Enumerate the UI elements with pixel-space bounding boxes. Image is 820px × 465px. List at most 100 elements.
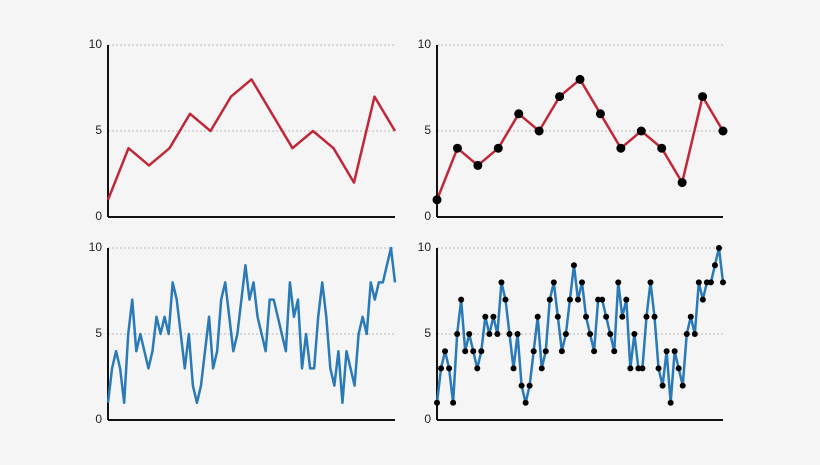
- marker: [718, 126, 728, 136]
- marker: [659, 382, 666, 389]
- marker: [583, 313, 590, 320]
- marker: [707, 279, 714, 286]
- line: [106, 78, 397, 201]
- marker: [442, 348, 449, 355]
- marker: [595, 109, 605, 119]
- marker: [647, 279, 654, 286]
- marker: [599, 296, 606, 303]
- marker: [591, 348, 598, 355]
- marker: [616, 143, 626, 153]
- marker: [631, 331, 638, 337]
- marker: [570, 262, 577, 269]
- marker: [522, 399, 529, 406]
- marker: [534, 126, 544, 136]
- marker: [446, 365, 453, 372]
- marker: [603, 313, 610, 320]
- y-tick-label: 5: [424, 326, 431, 340]
- marker: [555, 92, 565, 102]
- marker: [466, 331, 473, 337]
- y-tick-label: 10: [418, 37, 432, 51]
- marker: [486, 331, 493, 337]
- marker: [643, 313, 650, 320]
- marker: [698, 92, 708, 102]
- y-tick-label: 0: [95, 209, 102, 223]
- marker: [493, 143, 503, 153]
- marker: [683, 331, 690, 337]
- y-tick-label: 5: [95, 123, 102, 137]
- marker: [474, 365, 481, 372]
- marker: [639, 365, 646, 372]
- marker: [574, 296, 581, 303]
- marker: [454, 331, 461, 337]
- marker: [611, 348, 618, 355]
- marker: [615, 279, 622, 286]
- marker: [607, 331, 614, 337]
- marker: [478, 348, 485, 355]
- marker: [546, 296, 553, 303]
- marker: [695, 279, 702, 286]
- line: [435, 246, 725, 405]
- marker: [526, 382, 533, 389]
- line: [106, 246, 397, 405]
- marker: [575, 74, 585, 84]
- marker: [675, 365, 682, 372]
- marker: [720, 279, 726, 286]
- marker: [450, 399, 457, 406]
- marker: [452, 143, 462, 153]
- marker: [510, 365, 517, 372]
- marker: [502, 296, 509, 303]
- marker: [482, 313, 489, 320]
- y-tick-label: 5: [424, 123, 431, 137]
- marker: [687, 313, 694, 320]
- y-tick-label: 5: [95, 326, 102, 340]
- marker: [671, 348, 678, 355]
- marker: [566, 296, 573, 303]
- marker: [438, 365, 445, 372]
- marker: [651, 313, 658, 320]
- marker: [462, 348, 469, 355]
- marker: [627, 365, 634, 372]
- marker: [494, 331, 501, 337]
- marker: [558, 348, 565, 355]
- marker: [623, 296, 630, 303]
- marker: [699, 296, 706, 303]
- marker: [579, 279, 586, 286]
- marker: [663, 348, 670, 355]
- y-tick-label: 10: [89, 37, 103, 51]
- marker: [490, 313, 497, 320]
- marker: [711, 262, 718, 269]
- y-tick-label: 0: [424, 209, 431, 223]
- marker: [715, 245, 722, 251]
- marker: [657, 143, 667, 153]
- marker: [498, 279, 505, 286]
- y-tick-label: 10: [89, 240, 103, 254]
- marker: [530, 348, 537, 355]
- y-tick-label: 0: [95, 412, 102, 426]
- marker: [636, 126, 646, 136]
- marker: [514, 109, 524, 119]
- marker: [619, 313, 626, 320]
- marker: [554, 313, 561, 320]
- marker: [679, 382, 686, 389]
- marker: [534, 313, 541, 320]
- marker: [518, 382, 525, 389]
- y-tick-label: 0: [424, 412, 431, 426]
- marker: [506, 331, 513, 337]
- marker: [514, 331, 521, 337]
- marker: [677, 178, 687, 188]
- marker: [470, 348, 477, 355]
- marker: [691, 331, 698, 337]
- marker: [562, 331, 569, 337]
- marker: [432, 195, 442, 205]
- marker: [458, 296, 465, 303]
- marker: [538, 365, 545, 372]
- marker: [655, 365, 662, 372]
- marker: [473, 160, 483, 170]
- y-tick-label: 10: [418, 240, 432, 254]
- marker: [434, 399, 440, 406]
- marker: [550, 279, 557, 286]
- marker: [667, 399, 674, 406]
- marker: [542, 348, 549, 355]
- marker: [587, 331, 594, 337]
